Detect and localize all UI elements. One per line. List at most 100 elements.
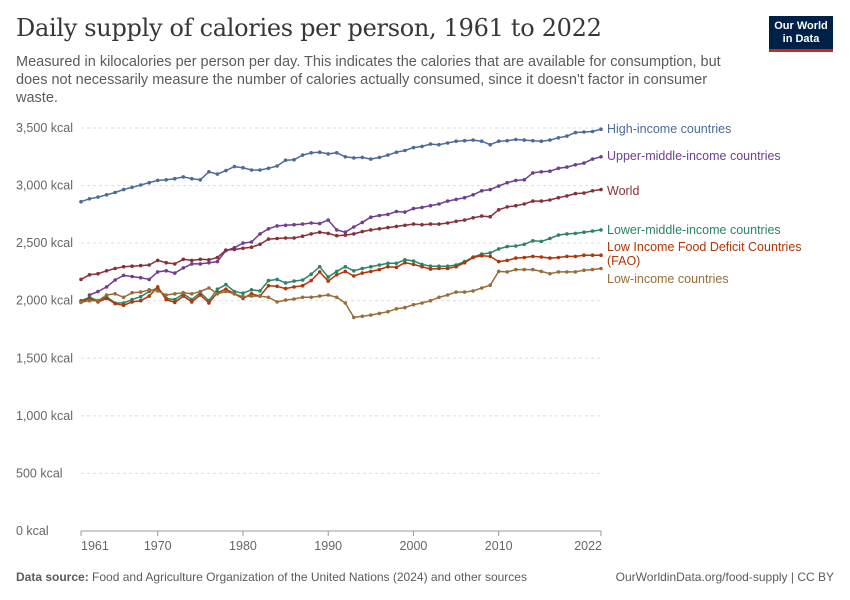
data-point[interactable] [164,297,168,302]
data-point[interactable] [539,269,544,274]
data-point[interactable] [496,259,501,264]
data-point[interactable] [454,264,458,269]
data-point[interactable] [420,144,424,149]
data-point[interactable] [548,169,552,173]
data-point[interactable] [539,255,544,259]
data-point[interactable] [121,273,126,278]
data-point[interactable] [573,191,578,196]
data-point[interactable] [369,228,373,232]
data-point[interactable] [369,157,373,161]
data-point[interactable] [377,267,382,272]
data-point[interactable] [539,139,544,143]
data-point[interactable] [104,269,109,273]
data-point[interactable] [479,139,484,143]
data-point[interactable] [352,225,356,229]
data-point[interactable] [531,267,535,272]
data-point[interactable] [190,300,194,304]
data-point[interactable] [190,176,194,181]
data-point[interactable] [548,198,552,202]
data-point[interactable] [514,137,518,142]
data-point[interactable] [479,286,484,290]
data-point[interactable] [445,199,450,203]
data-point[interactable] [232,292,237,296]
data-point[interactable] [590,229,595,233]
data-point[interactable] [292,285,296,289]
data-point[interactable] [377,155,382,160]
data-point[interactable] [556,166,561,171]
data-point[interactable] [283,236,288,240]
data-point[interactable] [445,293,450,297]
data-point[interactable] [104,296,109,301]
data-point[interactable] [479,254,484,258]
data-point[interactable] [505,205,510,209]
data-point[interactable] [565,232,569,236]
data-point[interactable] [138,298,143,303]
data-point[interactable] [292,236,296,240]
data-point[interactable] [224,168,228,173]
data-point[interactable] [403,260,407,265]
data-point[interactable] [300,222,305,226]
data-point[interactable] [590,157,595,161]
data-point[interactable] [334,228,339,232]
data-point[interactable] [283,281,288,285]
data-point[interactable] [420,222,424,227]
data-point[interactable] [130,290,134,295]
data-point[interactable] [130,185,134,190]
data-point[interactable] [309,151,314,155]
data-point[interactable] [599,127,603,131]
data-point[interactable] [565,254,569,259]
data-point[interactable] [488,187,493,192]
data-point[interactable] [138,263,143,268]
data-point[interactable] [138,290,143,294]
data-point[interactable] [437,202,441,206]
data-point[interactable] [445,141,450,145]
data-point[interactable] [514,256,518,260]
data-point[interactable] [599,187,603,192]
data-point[interactable] [488,283,493,288]
data-point[interactable] [360,314,365,319]
data-point[interactable] [590,253,595,257]
data-point[interactable] [275,164,279,168]
data-point[interactable] [113,301,117,306]
data-point[interactable] [334,295,339,300]
data-point[interactable] [147,263,151,267]
data-point[interactable] [275,277,279,282]
data-point[interactable] [326,152,331,156]
data-point[interactable] [582,161,586,165]
series-line[interactable] [80,254,601,307]
data-point[interactable] [411,222,416,226]
data-point[interactable] [548,236,552,241]
data-point[interactable] [556,255,561,260]
data-point[interactable] [437,266,441,271]
data-point[interactable] [539,239,544,244]
data-point[interactable] [266,278,271,283]
data-point[interactable] [130,264,134,269]
data-point[interactable] [275,224,279,228]
data-point[interactable] [394,224,399,229]
data-point[interactable] [241,241,245,245]
data-point[interactable] [428,203,433,208]
data-point[interactable] [215,259,220,264]
data-point[interactable] [300,278,305,282]
data-point[interactable] [590,129,595,134]
data-point[interactable] [292,297,296,301]
data-point[interactable] [249,245,254,249]
data-point[interactable] [283,158,288,162]
data-point[interactable] [556,270,561,274]
data-point[interactable] [181,266,186,270]
data-point[interactable] [462,260,467,265]
footer-url[interactable]: OurWorldinData.org/food-supply | CC BY [615,570,834,584]
data-point[interactable] [198,257,203,262]
owid-logo[interactable]: Our World in Data [769,16,833,52]
data-point[interactable] [207,170,211,174]
data-point[interactable] [411,206,416,211]
data-point[interactable] [360,229,365,234]
data-point[interactable] [155,178,160,183]
data-point[interactable] [522,255,527,260]
data-point[interactable] [181,175,186,179]
data-point[interactable] [241,291,245,296]
data-point[interactable] [556,195,561,200]
data-point[interactable] [352,156,356,160]
data-point[interactable] [556,136,561,140]
data-point[interactable] [173,300,177,305]
